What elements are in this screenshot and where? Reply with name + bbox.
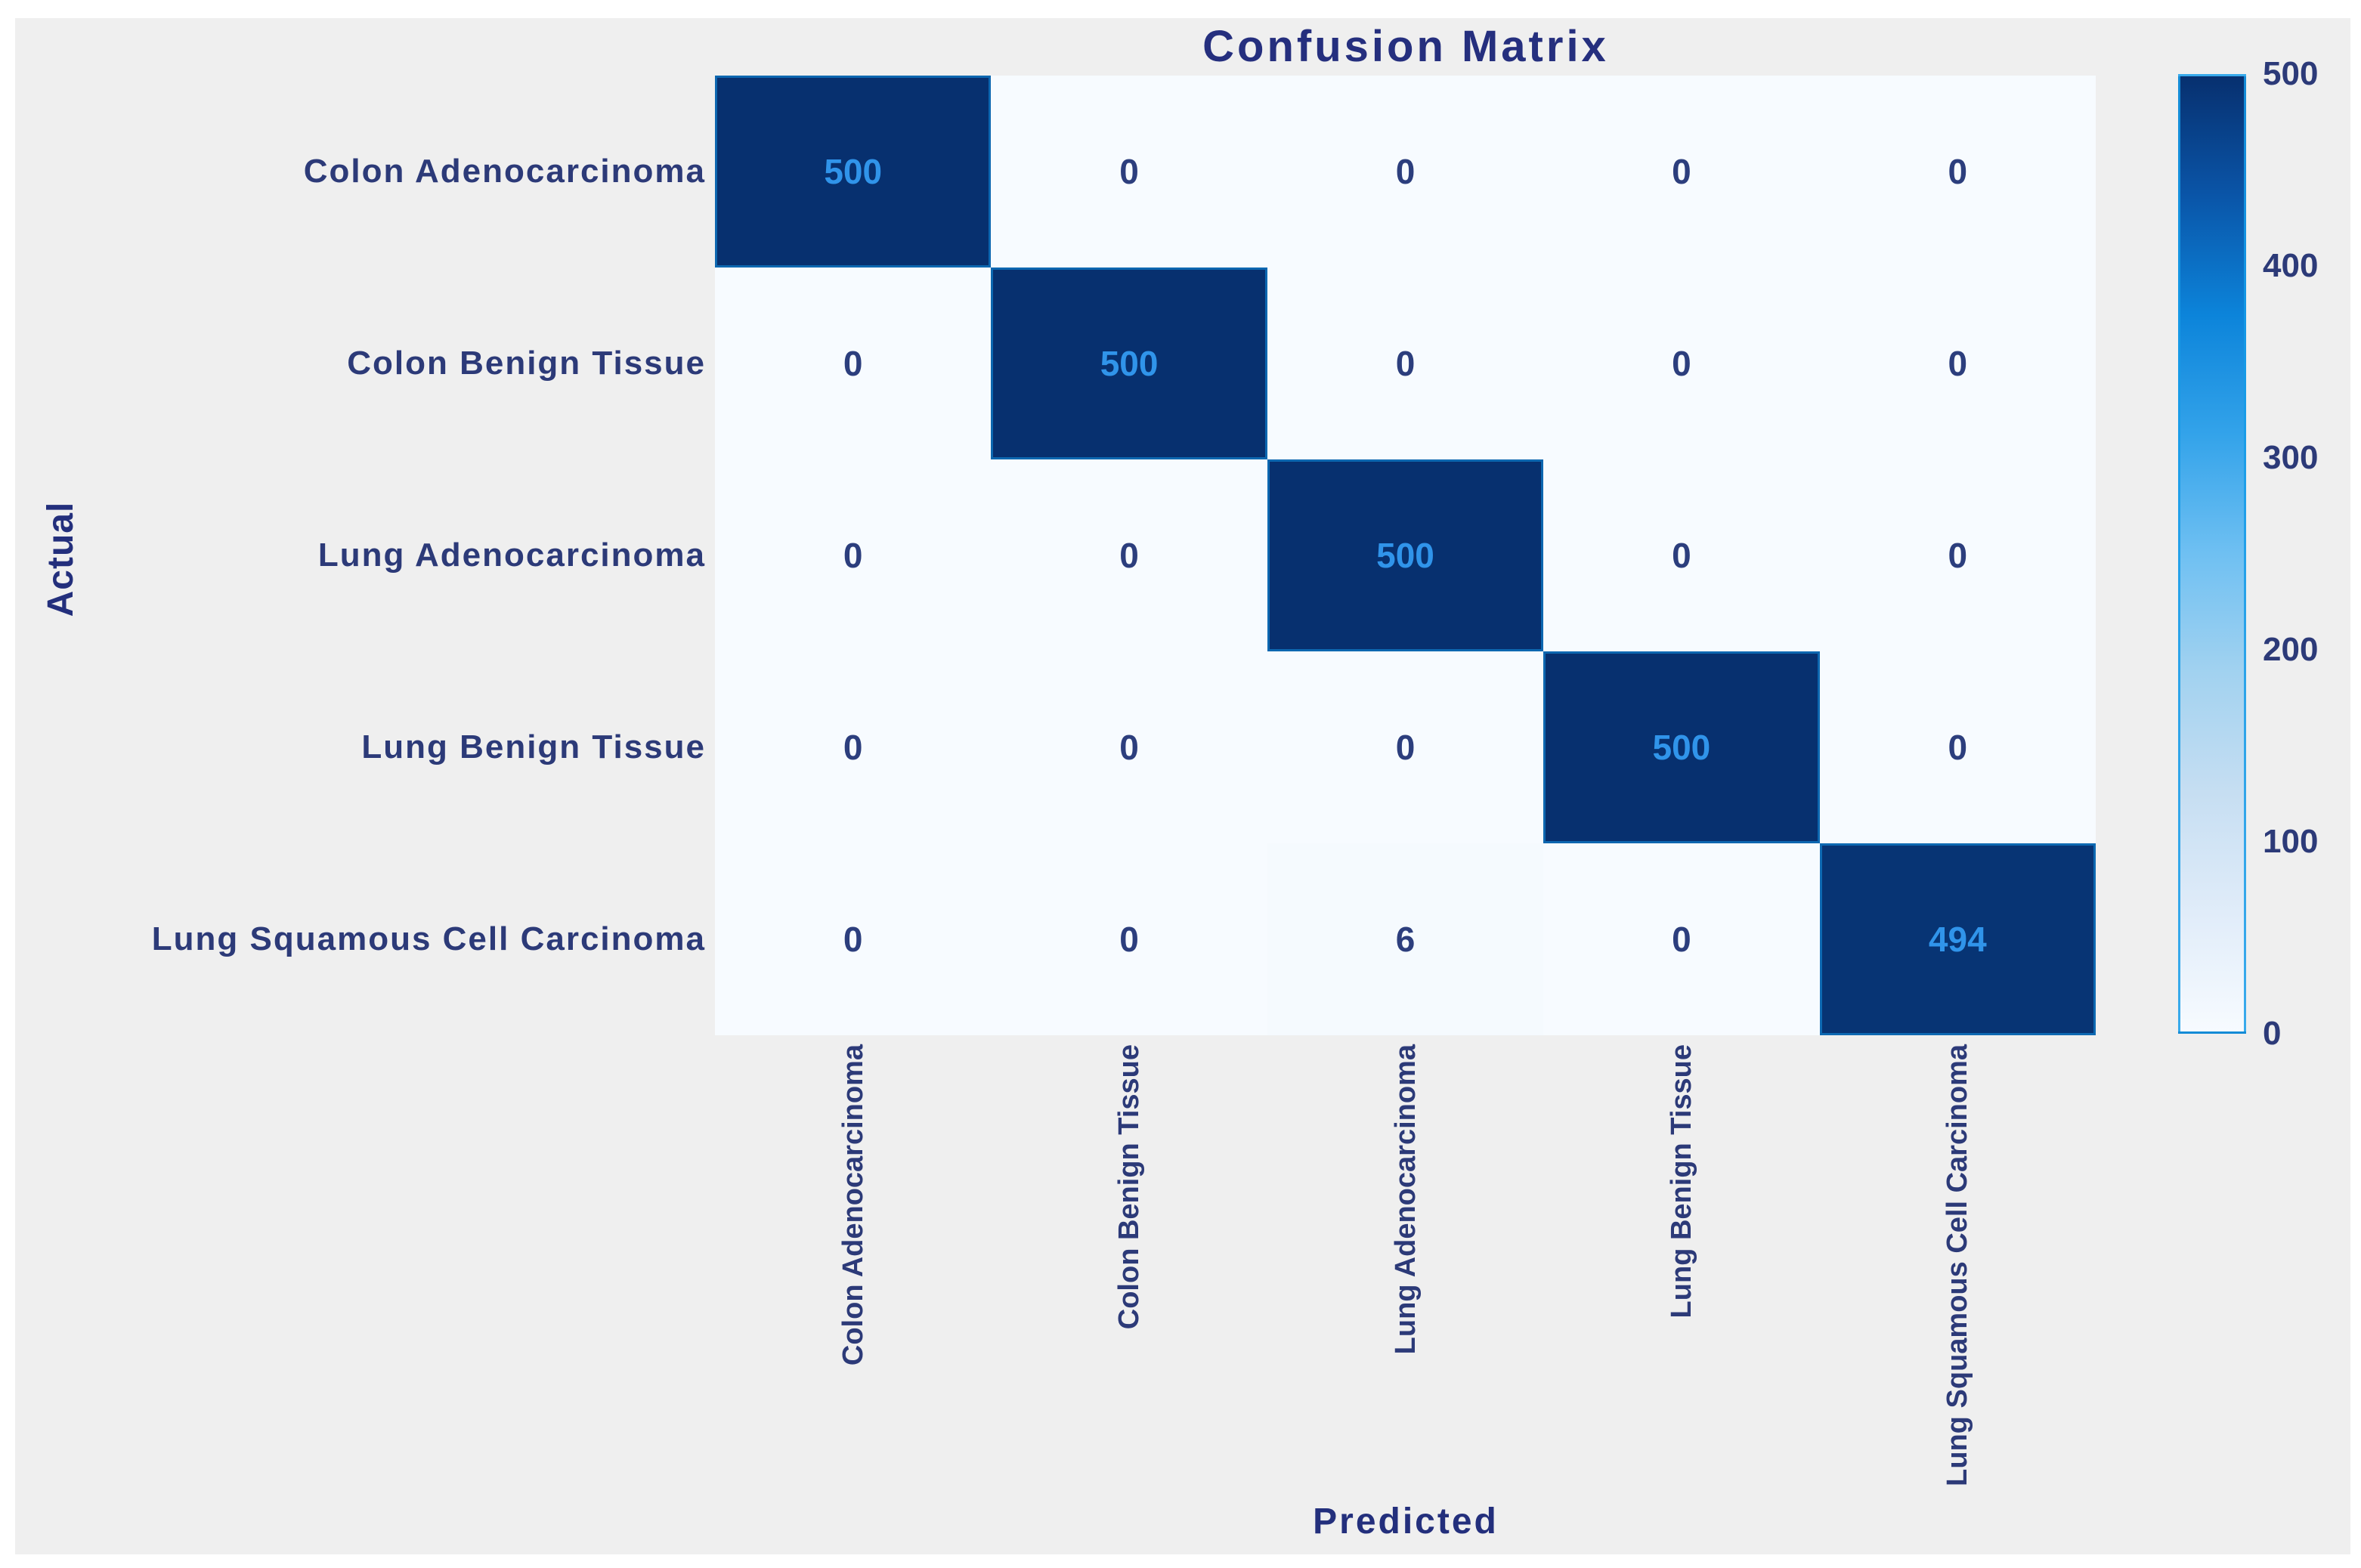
matrix-cell-r1-c2: 0 — [1267, 268, 1544, 459]
x-tick-label-3: Lung Benign Tissue — [1665, 1044, 1697, 1319]
x-tick-label-0: Colon Adenocarcinoma — [837, 1044, 869, 1366]
matrix-cell-r3-c2: 0 — [1267, 651, 1544, 843]
colorbar-tick-500: 500 — [2263, 55, 2319, 92]
matrix-cell-r2-c0: 0 — [715, 459, 992, 651]
matrix-cell-r0-c0: 500 — [715, 76, 992, 268]
matrix-cell-r2-c2: 500 — [1267, 459, 1544, 651]
colorbar-tick-100: 100 — [2263, 823, 2319, 860]
chart-title: Confusion Matrix — [1202, 22, 1609, 71]
colorbar-tick-300: 300 — [2263, 439, 2319, 476]
figure-area: Confusion Matrix Actual 500 0 0 0 0 0 500 0 0 0 0 0… — [15, 18, 2350, 1554]
matrix-cell-r2-c1: 0 — [991, 459, 1267, 651]
x-tick-label-4: Lung Squamous Cell Carcinoma — [1942, 1044, 1974, 1486]
matrix-cell-r0-c1: 0 — [991, 76, 1267, 268]
x-axis-label: Predicted — [1313, 1502, 1499, 1542]
matrix-cell-r1-c1: 500 — [991, 268, 1267, 459]
matrix-cell-r3-c0: 0 — [715, 651, 992, 843]
matrix-cell-r2-c4: 0 — [1819, 459, 2096, 651]
matrix-cell-r4-c3: 0 — [1543, 843, 1820, 1035]
matrix-cell-r1-c0: 0 — [715, 268, 992, 459]
matrix-cell-r0-c3: 0 — [1543, 76, 1820, 268]
colorbar — [2178, 74, 2246, 1034]
matrix-cell-r0-c2: 0 — [1267, 76, 1544, 268]
matrix-cell-r3-c3: 500 — [1543, 651, 1820, 843]
matrix-cell-r2-c3: 0 — [1543, 459, 1820, 651]
y-tick-label-4: Lung Squamous Cell Carcinoma — [151, 920, 706, 957]
x-tick-label-1: Colon Benign Tissue — [1113, 1044, 1146, 1330]
colorbar-tick-400: 400 — [2263, 247, 2319, 284]
confusion-matrix-heatmap: 500 0 0 0 0 0 500 0 0 0 0 0 500 0 0 0 0 0 500 0 0 0 6 0 494 — [715, 76, 2096, 1035]
matrix-cell-r4-c2: 6 — [1267, 843, 1544, 1035]
matrix-cell-r4-c4: 494 — [1819, 843, 2096, 1035]
y-tick-label-0: Colon Adenocarcinoma — [303, 153, 706, 190]
y-tick-label-2: Lung Adenocarcinoma — [317, 537, 706, 574]
matrix-cell-r0-c4: 0 — [1819, 76, 2096, 268]
matrix-cell-r4-c0: 0 — [715, 843, 992, 1035]
matrix-cell-r3-c4: 0 — [1819, 651, 2096, 843]
matrix-cell-r1-c4: 0 — [1819, 268, 2096, 459]
colorbar-tick-200: 200 — [2263, 631, 2319, 668]
x-tick-label-2: Lung Adenocarcinoma — [1389, 1044, 1422, 1355]
matrix-cell-r4-c1: 0 — [991, 843, 1267, 1035]
y-tick-label-3: Lung Benign Tissue — [361, 728, 706, 765]
y-tick-label-1: Colon Benign Tissue — [347, 345, 706, 382]
matrix-cell-r1-c3: 0 — [1543, 268, 1820, 459]
colorbar-tick-0: 0 — [2263, 1015, 2282, 1052]
matrix-cell-r3-c1: 0 — [991, 651, 1267, 843]
